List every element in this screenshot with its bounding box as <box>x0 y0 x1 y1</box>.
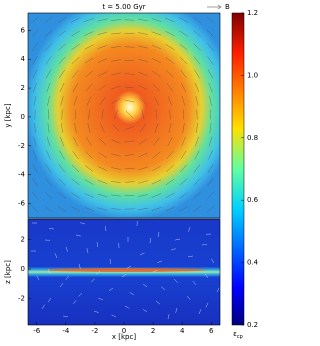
x-tick-label: -6 <box>33 327 41 335</box>
y-axis-label: y [kpc] <box>4 103 12 127</box>
face-on-map <box>28 13 220 218</box>
disk-plane <box>46 268 206 272</box>
colorbar-tick-label: 1.2 <box>247 9 258 17</box>
y-tick-label: -4 <box>18 171 26 179</box>
edge-on-map <box>28 219 220 325</box>
x-tick-label: 6 <box>209 327 214 335</box>
x-tick-label: 2 <box>151 327 155 335</box>
x-tick-label: -4 <box>62 327 70 335</box>
colorbar-label-sub: cp <box>237 334 243 340</box>
y-tick-label: 2 <box>21 84 25 92</box>
legend-label: B <box>225 3 230 11</box>
chart: t = 5.00 Gyr B εcp -6 -4 -2 0 2 4 6 y [kpc] -2 0 2… <box>0 0 266 342</box>
x-tick-label: -2 <box>91 327 98 335</box>
y-tick-label: 2 <box>21 236 25 244</box>
y-tick-label: -2 <box>18 295 25 303</box>
y-tick-label: 0 <box>21 265 25 273</box>
y-tick-label: 4 <box>21 55 26 63</box>
colorbar-tick-label: 0.8 <box>247 134 258 142</box>
colorbar-label: εcp <box>233 330 243 340</box>
y-tick-label: -6 <box>18 200 26 208</box>
colorbar-tick-label: 1.0 <box>247 71 258 79</box>
colorbar-tick-label: 0.4 <box>247 259 259 267</box>
y-tick-label: 6 <box>21 26 26 34</box>
colorbar-tick-label: 0.2 <box>247 321 258 329</box>
x-axis-label: x [kpc] <box>112 333 136 341</box>
x-tick-label: 4 <box>180 327 185 335</box>
title: t = 5.00 Gyr <box>102 3 145 11</box>
y-axis-label: z [kpc] <box>4 260 12 284</box>
colorbar-tick-label: 0.6 <box>247 196 259 204</box>
colorbar <box>232 13 244 325</box>
y-tick-label: 0 <box>21 113 25 121</box>
y-tick-label: -2 <box>18 142 25 150</box>
